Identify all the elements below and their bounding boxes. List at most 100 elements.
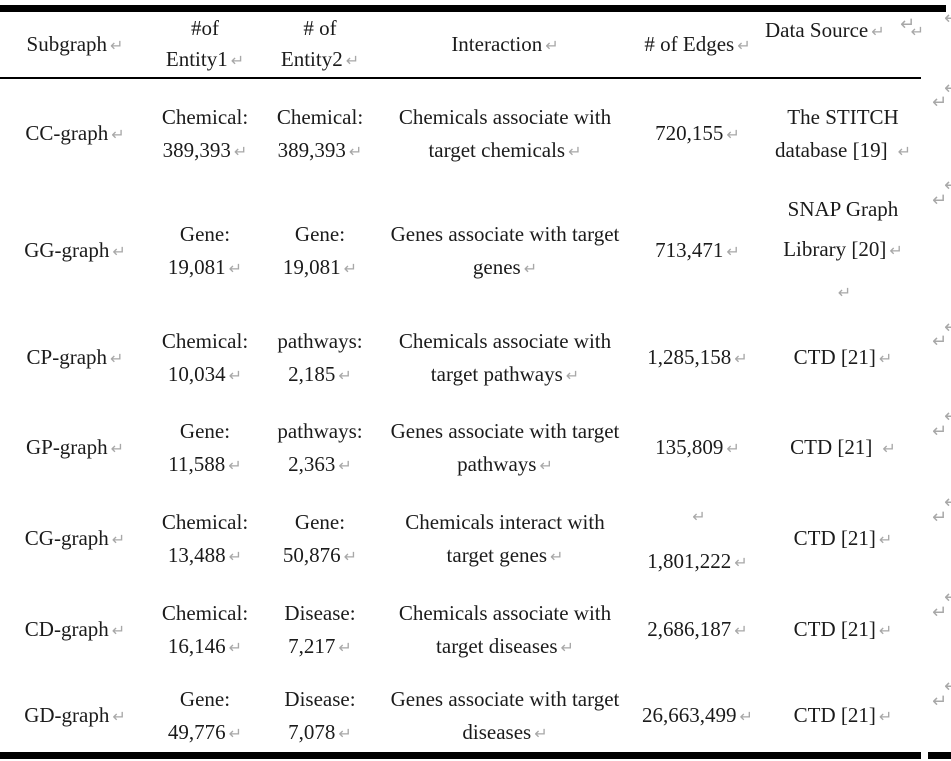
linebreak-mark: ↵ xyxy=(871,22,885,41)
linebreak-mark: ↵ xyxy=(338,637,352,657)
header-label: # of xyxy=(303,16,337,40)
header-label: Data Source xyxy=(765,18,869,42)
col-header-entity1: #of Entity1 ↵ xyxy=(150,12,260,79)
entity1-type: Chemical: xyxy=(161,600,249,625)
data-source-text: CTD [21] xyxy=(793,526,876,550)
linebreak-mark: ↵ xyxy=(882,439,896,458)
linebreak-mark: ↵ xyxy=(343,546,358,566)
col-header-edges: # of Edges ↵ xyxy=(630,12,765,79)
linebreak-mark: ↵ xyxy=(228,365,243,385)
interaction-text: target diseases xyxy=(436,633,558,658)
interaction-text: target pathways xyxy=(430,361,563,386)
linebreak-mark: ↵ xyxy=(550,546,564,566)
interaction-text: target genes xyxy=(446,542,548,567)
table-row-gg-graph: GG-graph ↵ Gene: 19,081 ↵ Gene: 19,081 ↵ Ge… xyxy=(0,189,921,313)
linebreak-mark: ↵ xyxy=(111,125,125,144)
entity1-count: 389,393 xyxy=(162,137,231,162)
data-source-text: SNAP Graph xyxy=(787,197,899,221)
cell-entity2: pathways: 2,363 ↵ xyxy=(260,403,380,493)
row-end-mark: ↵ xyxy=(932,421,948,442)
interaction-text: Genes associate with target xyxy=(390,686,620,711)
linebreak-mark: ↵ xyxy=(837,283,852,302)
table-row-gp-graph: GP-graph ↵ Gene: 11,588 ↵ pathways: 2,363 ↵… xyxy=(0,403,921,493)
row-end-mark: ↵ xyxy=(932,331,948,352)
linebreak-mark: ↵ xyxy=(228,455,242,475)
cell-entity2: Chemical: 389,393 ↵ xyxy=(260,78,380,189)
linebreak-mark: ↵ xyxy=(539,455,553,475)
cell-data-source: CTD [21] ↵ xyxy=(765,313,921,403)
linebreak-mark: ↵ xyxy=(348,141,363,161)
entity1-type: Gene: xyxy=(179,221,231,246)
row-end-mark: ↵ xyxy=(932,691,948,712)
cell-entity2: Gene: 19,081 ↵ xyxy=(260,189,380,313)
linebreak-mark: ↵ xyxy=(111,621,126,640)
cell-edges: 135,809 ↵ xyxy=(630,403,765,493)
cell-interaction: Genes associate with target genes ↵ xyxy=(380,189,630,313)
cell-edges: ↵ 1,801,222 ↵ xyxy=(630,493,765,585)
linebreak-mark: ↵ xyxy=(111,530,126,549)
entity1-count: 10,034 xyxy=(167,361,226,386)
cell-data-source: CTD [21] ↵ xyxy=(765,675,921,757)
edge-count: 713,471 xyxy=(655,238,724,262)
cell-edges: 713,471 ↵ xyxy=(630,189,765,313)
table-row-gd-graph: GD-graph ↵ Gene: 49,776 ↵ Disease: 7,078 ↵ … xyxy=(0,675,921,757)
row-end-mark: ↵ xyxy=(944,175,951,196)
data-source-text: The STITCH xyxy=(787,104,899,129)
cell-interaction: Chemicals associate with target pathways… xyxy=(380,313,630,403)
edge-count: 1,801,222 xyxy=(647,549,732,573)
linebreak-mark: ↵ xyxy=(565,365,580,385)
linebreak-mark: ↵ xyxy=(534,723,548,743)
linebreak-mark: ↵ xyxy=(338,365,352,385)
row-end-mark: ↵ xyxy=(944,8,951,29)
entity2-count: 2,185 xyxy=(288,361,336,386)
subgraph-table: Subgraph ↵ #of Entity1 ↵ # of Entity2 ↵ Int… xyxy=(0,12,924,757)
interaction-text: Genes associate with target xyxy=(390,221,620,246)
cell-data-source: CTD [21] ↵ xyxy=(765,493,921,585)
cell-subgraph: CD-graph ↵ xyxy=(0,585,150,675)
entity2-type: Disease: xyxy=(284,600,356,625)
entity2-count: 2,363 xyxy=(288,451,336,476)
linebreak-mark: ↵ xyxy=(228,637,243,657)
linebreak-mark: ↵ xyxy=(112,707,126,726)
interaction-text: Chemicals associate with xyxy=(398,328,612,353)
cell-edges: 1,285,158 ↵ xyxy=(630,313,765,403)
row-end-mark: ↵ xyxy=(944,587,951,608)
cell-interaction: Chemicals interact with target genes ↵ xyxy=(380,493,630,585)
cell-entity1: Chemical: 389,393 ↵ xyxy=(150,78,260,189)
linebreak-mark: ↵ xyxy=(568,141,582,161)
edge-count: 720,155 xyxy=(655,121,724,145)
linebreak-mark: ↵ xyxy=(897,141,911,161)
linebreak-mark: ↵ xyxy=(112,242,126,261)
subgraph-name: GG-graph xyxy=(24,238,110,262)
linebreak-mark: ↵ xyxy=(739,707,753,726)
interaction-text: diseases xyxy=(462,719,532,744)
cell-entity1: Gene: 11,588 ↵ xyxy=(150,403,260,493)
edge-count: 26,663,499 xyxy=(642,703,737,727)
table-row-cc-graph: CC-graph ↵ Chemical: 389,393 ↵ Chemical: 3… xyxy=(0,78,921,189)
entity2-type: pathways: xyxy=(277,328,363,353)
row-end-mark: ↵ xyxy=(900,14,916,35)
header-row: Subgraph ↵ #of Entity1 ↵ # of Entity2 ↵ Int… xyxy=(0,12,924,79)
table-row-cd-graph: CD-graph ↵ Chemical: 16,146 ↵ Disease: 7,2… xyxy=(0,585,921,675)
entity1-count: 13,488 xyxy=(167,542,226,567)
col-header-subgraph: Subgraph ↵ xyxy=(0,12,150,79)
cell-interaction: Genes associate with target diseases ↵ xyxy=(380,675,630,757)
header-label: Subgraph xyxy=(26,31,108,56)
linebreak-mark: ↵ xyxy=(345,51,360,70)
entity1-type: Chemical: xyxy=(161,328,249,353)
cell-data-source: The STITCH database [19] ↵ xyxy=(765,78,921,189)
entity2-type: pathways: xyxy=(277,418,363,443)
interaction-text: Genes associate with target xyxy=(390,418,620,443)
table-row-cp-graph: CP-graph ↵ Chemical: 10,034 ↵ pathways: 2,… xyxy=(0,313,921,403)
linebreak-mark: ↵ xyxy=(343,258,358,278)
cell-edges: 2,686,187 ↵ xyxy=(630,585,765,675)
cell-entity2: Disease: 7,217 ↵ xyxy=(260,585,380,675)
entity1-type: Gene: xyxy=(179,418,231,443)
header-label: Entity1 xyxy=(165,47,228,71)
cell-edges: 720,155 ↵ xyxy=(630,78,765,189)
row-end-mark: ↵ xyxy=(932,190,948,211)
linebreak-mark: ↵ xyxy=(230,51,245,70)
header-label: #of xyxy=(191,16,219,40)
linebreak-mark: ↵ xyxy=(734,621,748,640)
cell-entity1: Gene: 19,081 ↵ xyxy=(150,189,260,313)
